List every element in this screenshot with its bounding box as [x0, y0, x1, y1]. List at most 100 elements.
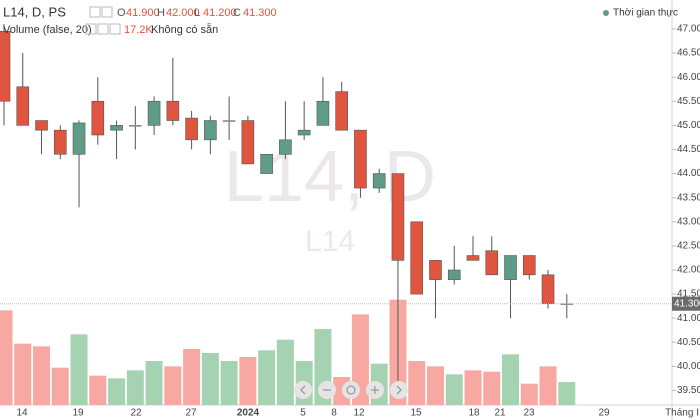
last-price-tag — [672, 296, 700, 311]
candle-body — [504, 255, 517, 280]
volume-bar — [445, 374, 463, 405]
y-tick-label: 40.500 — [677, 337, 700, 348]
candle-body — [522, 255, 536, 276]
candle-body — [391, 173, 405, 261]
candle-body — [335, 91, 348, 131]
volume-bar — [126, 370, 144, 405]
volume-note: Không có sẵn — [151, 23, 218, 36]
x-tick-label: 22 — [130, 408, 142, 419]
y-tick-label: 44.500 — [677, 144, 700, 155]
volume-bar — [14, 343, 32, 405]
candle-body — [166, 100, 180, 121]
icon[interactable] — [89, 6, 101, 18]
y-tick-label: 45.000 — [677, 120, 700, 131]
x-tick-label: 29 — [598, 408, 610, 419]
h-label: H — [157, 7, 165, 19]
icon[interactable] — [85, 23, 97, 35]
volume-bar — [183, 349, 201, 405]
volume-bar — [51, 367, 69, 405]
icon[interactable] — [109, 23, 121, 35]
symbol-title: L14, D, PS — [3, 4, 66, 19]
x-tick-label: 14 — [16, 408, 28, 419]
candle-body — [129, 125, 142, 127]
candle-body — [354, 129, 367, 189]
x-tick-label: 27 — [185, 408, 197, 419]
volume-bar — [276, 339, 294, 405]
volume-bar — [258, 350, 276, 405]
volume-bar — [520, 383, 538, 405]
volume-bar — [220, 361, 238, 405]
y-tick-label: 45.500 — [677, 96, 700, 107]
scroll-right-button[interactable] — [390, 381, 408, 399]
y-tick-label: 41.500 — [677, 289, 700, 300]
x-tick-label: 5 — [300, 408, 306, 419]
candle-body — [241, 120, 255, 165]
y-tick-label: 46.000 — [677, 72, 700, 83]
candle-body — [222, 120, 236, 122]
candle-body — [410, 221, 424, 295]
axes: 47.000 46.500 46.000 45.500 45.000 44.500 44.0… — [16, 24, 700, 419]
x-tick-label: 12 — [353, 408, 365, 419]
o-label: O — [117, 7, 126, 19]
volume-bar — [426, 366, 444, 405]
x-tick-label: 19 — [72, 408, 84, 419]
candle-body — [279, 139, 292, 155]
x-tick-label: 15 — [410, 408, 422, 419]
candle-body — [110, 125, 123, 131]
volume-bar — [145, 361, 163, 405]
control-icons — [300, 385, 402, 395]
icon[interactable] — [101, 6, 113, 18]
y-tick-label: 42.000 — [677, 265, 700, 276]
volume-bar — [539, 366, 557, 405]
x-tick-label: Tháng I — [665, 408, 699, 419]
legend: L14, D, PS O 41.900 H 42.000 L 41.200 C … — [3, 4, 678, 35]
candle-body — [541, 274, 555, 305]
y-tick-label: 47.000 — [677, 24, 700, 35]
realtime-dot — [603, 10, 609, 16]
candle-body — [316, 100, 330, 126]
zoom-controls — [294, 381, 408, 399]
x-tick-label: 2024 — [237, 408, 260, 419]
candle-body — [35, 120, 48, 131]
y-tick-label: 42.500 — [677, 241, 700, 252]
volume-bar — [408, 361, 426, 405]
watermark-small: L14 — [305, 225, 355, 258]
x-tick-label: 23 — [523, 408, 535, 419]
candle-body — [429, 260, 442, 280]
candle-body — [185, 117, 198, 141]
volume-value: 17.2K — [124, 24, 153, 36]
l-value: 41.200 — [203, 7, 237, 19]
x-tick-label: 21 — [494, 408, 506, 419]
last-price-label: 41.300 — [674, 298, 700, 309]
volume-bar — [483, 371, 501, 405]
volume-bar — [351, 314, 369, 405]
control-icon — [346, 385, 356, 395]
c-value: 41.300 — [243, 7, 277, 19]
candle-body — [147, 100, 161, 126]
volume-bar — [201, 353, 219, 405]
y-tick-label: 41.000 — [677, 313, 700, 324]
x-tick-label: 18 — [468, 408, 480, 419]
volume-bar — [558, 382, 576, 405]
candle-body — [485, 250, 499, 276]
volume-bar — [239, 357, 257, 405]
y-tick-label: 43.000 — [677, 216, 700, 227]
volume-bar — [108, 378, 126, 405]
candle-body — [260, 153, 273, 174]
volume-bar — [33, 346, 51, 405]
candle-body — [72, 122, 86, 155]
candle-body — [16, 86, 30, 126]
c-label: C — [233, 7, 241, 19]
candle-body — [447, 269, 461, 280]
h-value: 42.000 — [166, 7, 200, 19]
icon[interactable] — [97, 23, 109, 35]
x-tick-label: 8 — [331, 408, 337, 419]
candle-body — [466, 255, 480, 261]
reset-button[interactable] — [342, 381, 360, 399]
scroll-left-button[interactable] — [294, 381, 312, 399]
candle-body — [204, 120, 217, 141]
o-value: 41.900 — [126, 7, 160, 19]
y-tick-label: 40.000 — [677, 361, 700, 372]
